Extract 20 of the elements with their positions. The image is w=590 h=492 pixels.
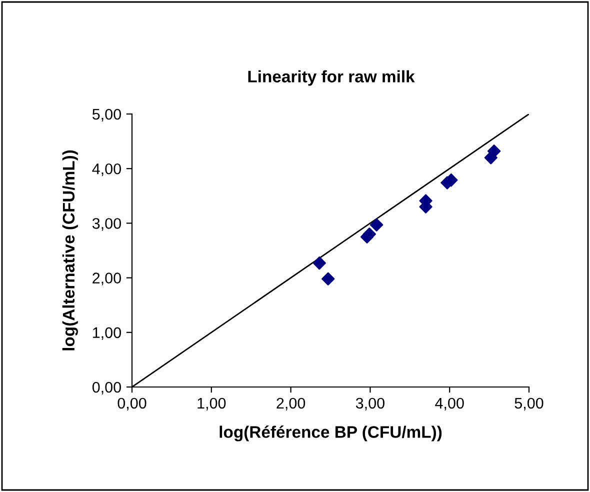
point xyxy=(487,144,501,158)
x-tick-label: 2,00 xyxy=(276,398,306,410)
y-tick-label: 4,00 xyxy=(92,163,121,176)
y-tick-label: 0,00 xyxy=(92,382,121,394)
y-tick-label: 1,00 xyxy=(93,327,121,340)
point xyxy=(322,272,335,286)
x-tick-label: 5,00 xyxy=(514,398,544,410)
point xyxy=(362,228,376,241)
x-tick-label: 0,00 xyxy=(118,398,146,410)
point xyxy=(312,256,326,270)
point xyxy=(370,218,384,232)
y-axis-title: log(Alternative (CFU/mL)) xyxy=(62,150,78,350)
x-tick-label: 1,00 xyxy=(198,398,226,410)
x-axis-title: log(Référence BP (CFU/mL)) xyxy=(220,426,442,442)
y-tick-label: 2,00 xyxy=(92,272,121,286)
x-tick-label: 3,00 xyxy=(356,398,384,410)
x-tick-label: 4,00 xyxy=(435,398,464,410)
y-tick-label: 3,00 xyxy=(92,218,121,231)
y-tick-label: 5,00 xyxy=(92,108,121,122)
chart-title: Linearity for raw milk xyxy=(248,70,415,86)
